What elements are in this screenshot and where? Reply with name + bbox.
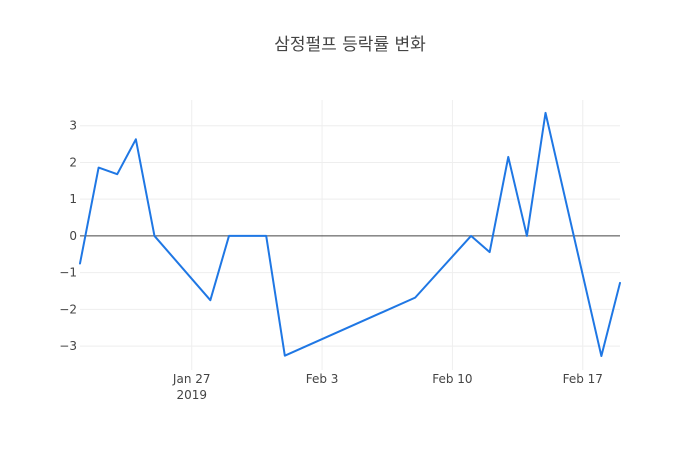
x-tick-label: Feb 10 xyxy=(432,372,472,386)
y-tick-label: 1 xyxy=(69,192,77,206)
x-tick-label: Feb 3 xyxy=(306,372,339,386)
y-tick-label: 2 xyxy=(69,155,77,169)
y-tick-label: −1 xyxy=(59,266,77,280)
series-line xyxy=(79,111,621,358)
y-tick-label: −3 xyxy=(59,339,77,353)
x-axis-ticks: Jan 27 2019 Feb 3 Feb 10 Feb 17 xyxy=(172,372,603,402)
grid-lines xyxy=(80,100,620,370)
x-tick-sublabel: 2019 xyxy=(176,388,207,402)
y-tick-label: −2 xyxy=(59,302,77,316)
y-tick-label: 0 xyxy=(69,229,77,243)
x-tick-label: Feb 17 xyxy=(563,372,603,386)
y-tick-label: 3 xyxy=(69,119,77,133)
series-group xyxy=(79,111,621,358)
y-axis-ticks: 3 2 1 0 −1 −2 −3 xyxy=(59,119,77,353)
chart-title: 삼정펄프 등락률 변화 xyxy=(274,35,426,55)
x-tick-label: Jan 27 xyxy=(172,372,211,386)
